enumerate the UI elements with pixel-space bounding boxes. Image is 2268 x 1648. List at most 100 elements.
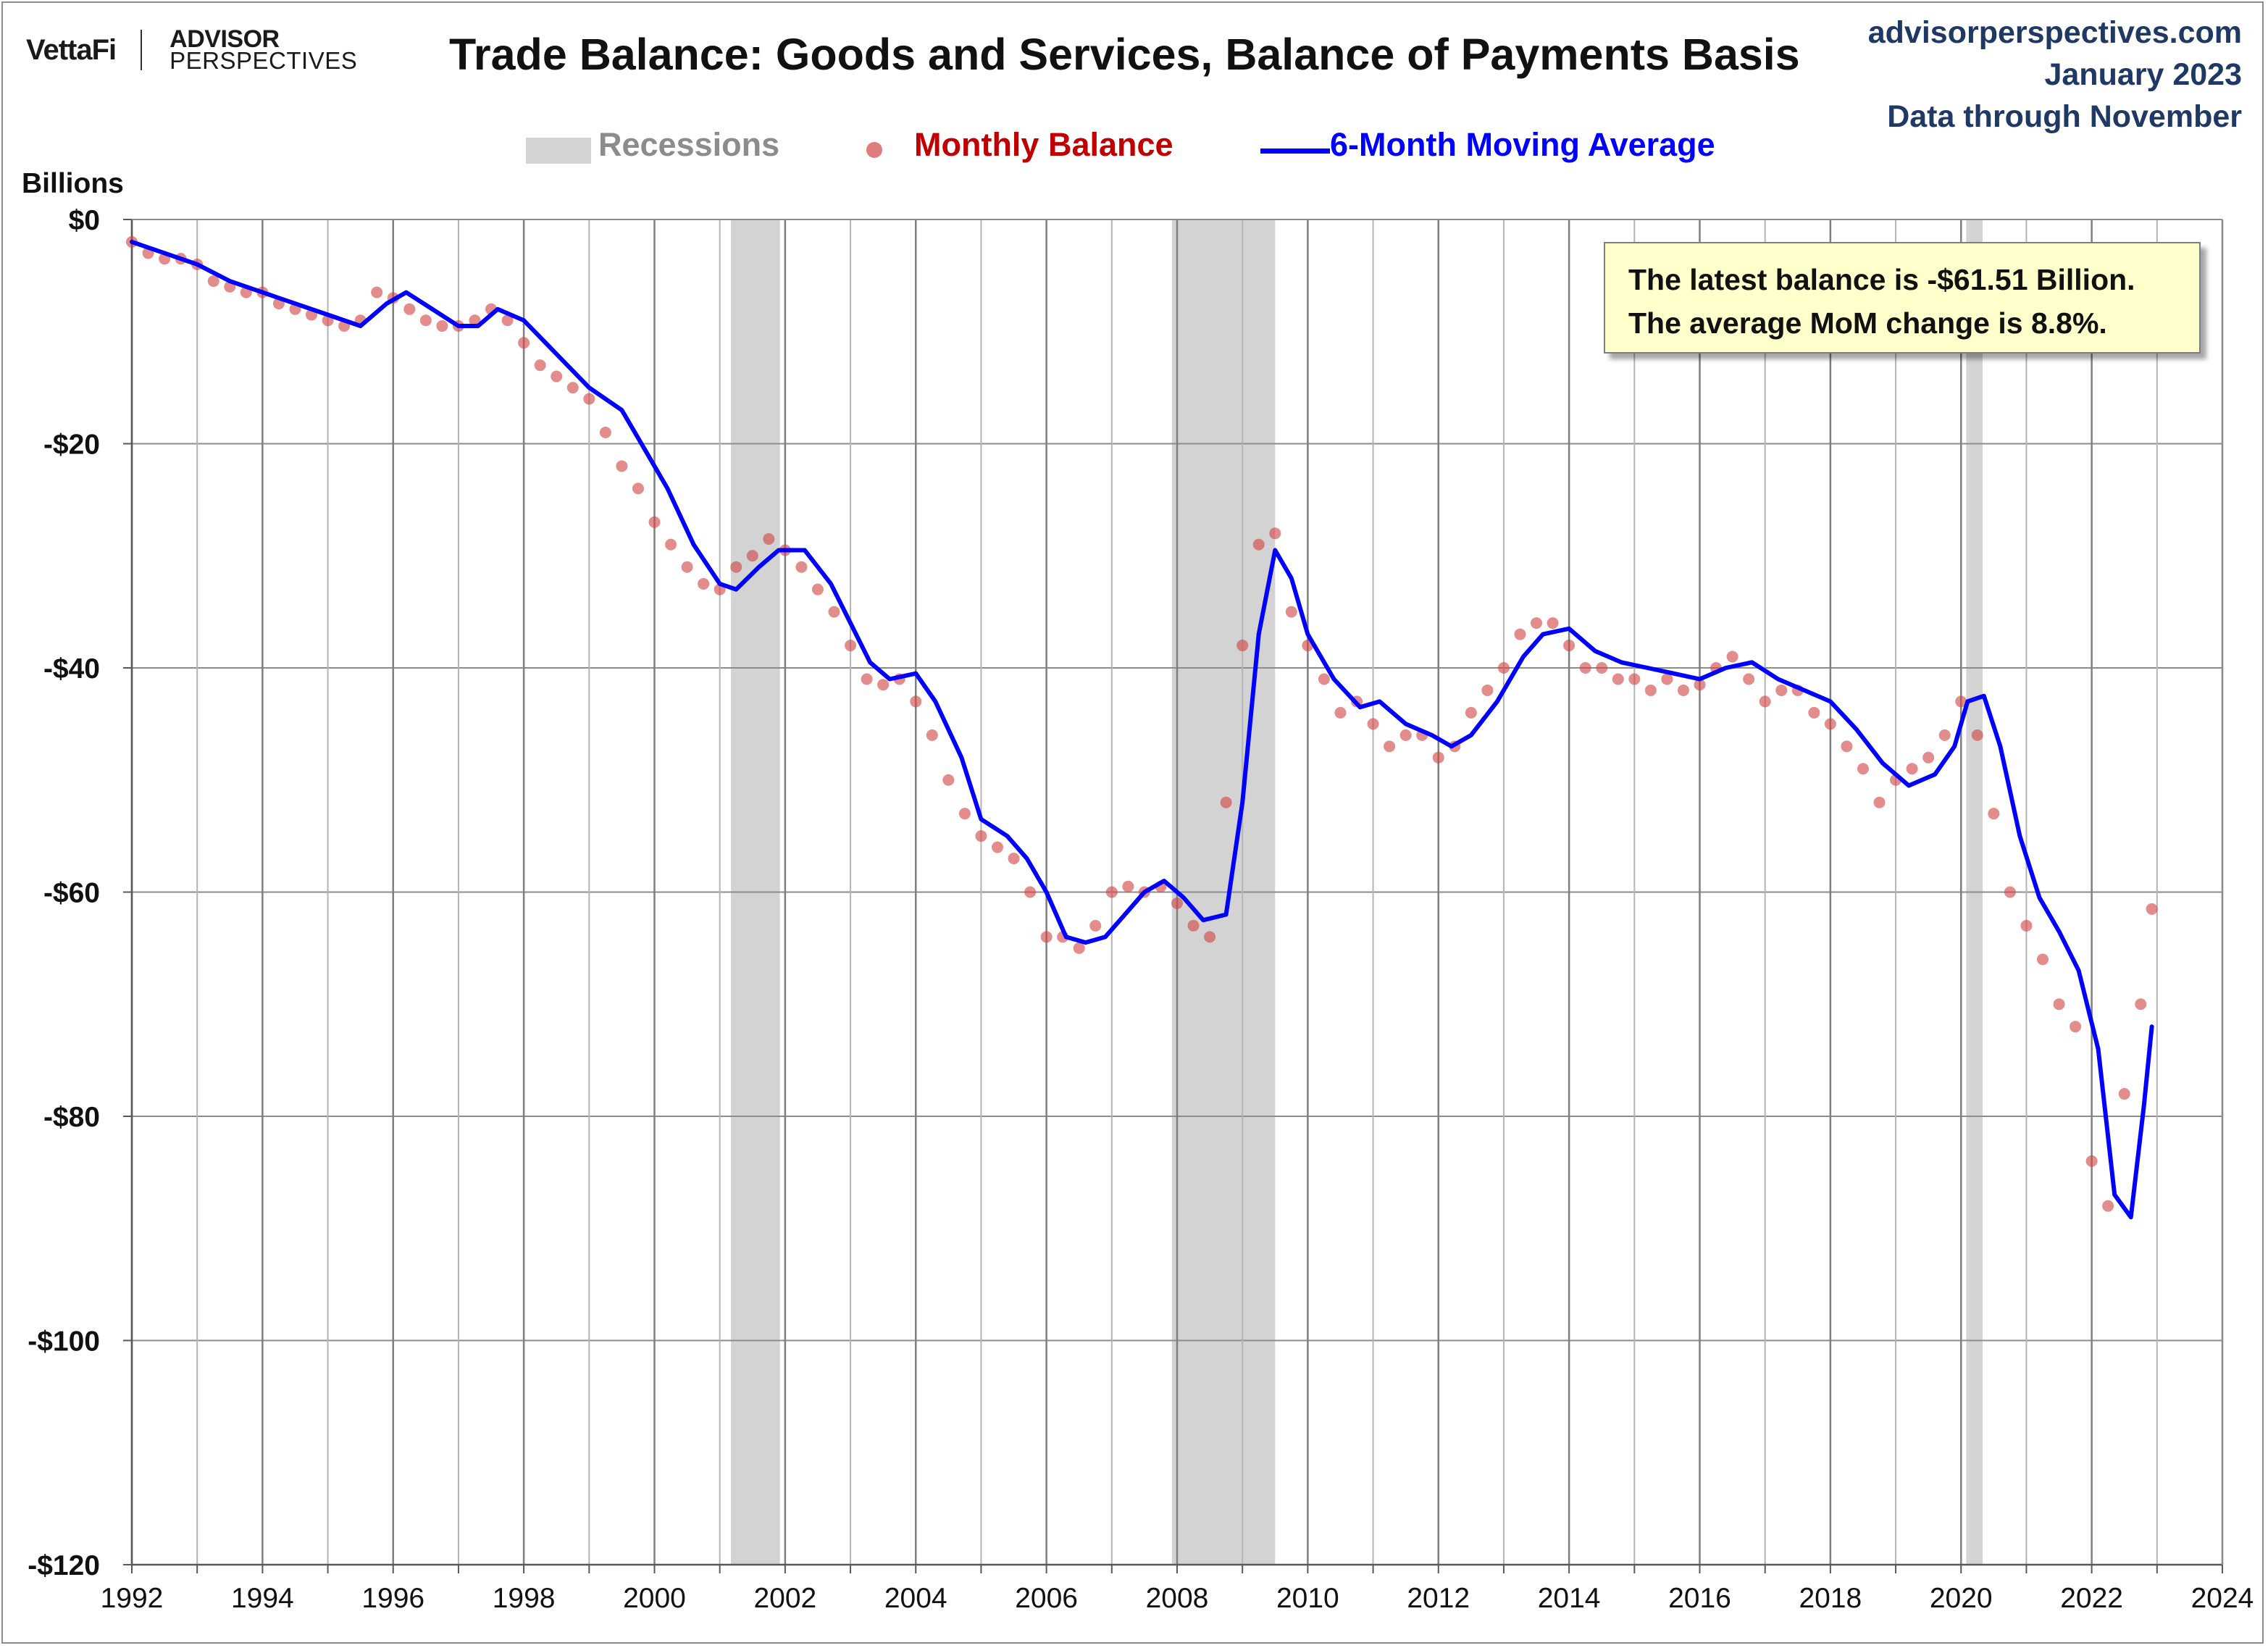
chart-title: Trade Balance: Goods and Services, Balan… xyxy=(449,30,1800,79)
monthly-balance-point-33 xyxy=(665,538,677,551)
monthly-balance-point-90 xyxy=(1596,662,1608,674)
monthly-balance-point-105 xyxy=(1841,740,1853,753)
monthly-balance-point-28 xyxy=(583,393,595,405)
monthly-balance-point-86 xyxy=(1531,617,1543,629)
monthly-balance-point-96 xyxy=(1694,679,1706,691)
monthly-balance-point-100 xyxy=(1759,695,1771,708)
x-tick-label-2000: 2000 xyxy=(623,1583,686,1614)
monthly-balance-point-92 xyxy=(1628,673,1641,685)
monthly-balance-point-104 xyxy=(1824,718,1836,730)
y-tick-label-3: -$60 xyxy=(43,878,100,909)
x-tick-label-1994: 1994 xyxy=(231,1583,294,1614)
monthly-balance-point-94 xyxy=(1661,673,1673,685)
x-tick-label-1992: 1992 xyxy=(101,1583,164,1614)
monthly-balance-point-115 xyxy=(2004,886,2016,898)
monthly-balance-point-116 xyxy=(2020,919,2033,932)
monthly-balance-point-121 xyxy=(2102,1200,2114,1212)
monthly-balance-point-67 xyxy=(1220,796,1232,808)
monthly-balance-point-39 xyxy=(763,533,775,545)
monthly-balance-point-122 xyxy=(2118,1088,2130,1100)
monthly-balance-point-54 xyxy=(1008,853,1020,865)
monthly-balance-point-60 xyxy=(1105,886,1118,898)
monthly-balance-point-71 xyxy=(1285,606,1297,618)
annotation-line-2: The average MoM change is 8.8%. xyxy=(1628,306,2107,340)
annotation-box: The latest balance is -$61.51 Billion. T… xyxy=(1604,242,2201,354)
monthly-balance-point-49 xyxy=(926,729,938,741)
x-tick-label-2004: 2004 xyxy=(884,1583,947,1614)
x-tick-label-2006: 2006 xyxy=(1015,1583,1078,1614)
monthly-balance-point-25 xyxy=(534,359,546,372)
legend-monthly-label: Monthly Balance xyxy=(914,126,1173,163)
monthly-balance-point-27 xyxy=(566,382,579,394)
monthly-balance-point-91 xyxy=(1612,673,1624,685)
monthly-balance-point-61 xyxy=(1122,880,1134,892)
monthly-balance-point-41 xyxy=(795,561,808,573)
monthly-balance-point-88 xyxy=(1563,640,1576,652)
legend-moving-average-line xyxy=(1260,149,1330,154)
monthly-balance-point-30 xyxy=(616,460,628,472)
monthly-balance-point-58 xyxy=(1073,942,1085,954)
monthly-balance-point-118 xyxy=(2053,998,2065,1011)
monthly-balance-point-83 xyxy=(1481,684,1494,696)
monthly-balance-point-46 xyxy=(877,679,890,691)
monthly-balance-point-55 xyxy=(1024,886,1037,898)
monthly-balance-point-95 xyxy=(1677,684,1689,696)
x-tick-label-1998: 1998 xyxy=(493,1583,556,1614)
monthly-balance-point-107 xyxy=(1873,796,1886,808)
logo-vettafi-text: VettaFi xyxy=(26,33,117,66)
x-tick-label-2002: 2002 xyxy=(753,1583,816,1614)
monthly-balance-point-85 xyxy=(1514,628,1526,640)
monthly-balance-point-114 xyxy=(1988,808,2000,820)
y-tick-label-4: -$80 xyxy=(43,1102,100,1133)
monthly-balance-point-59 xyxy=(1089,919,1102,932)
monthly-balance-point-19 xyxy=(436,320,448,332)
chart-legend: Recessions Monthly Balance 6-Month Movin… xyxy=(0,123,2268,174)
monthly-balance-point-64 xyxy=(1171,897,1183,909)
monthly-balance-point-31 xyxy=(632,482,644,495)
monthly-balance-point-106 xyxy=(1857,763,1869,775)
monthly-balance-point-123 xyxy=(2135,998,2147,1011)
monthly-balance-point-43 xyxy=(828,606,840,618)
monthly-balance-point-70 xyxy=(1269,527,1281,540)
monthly-balance-point-42 xyxy=(811,583,824,595)
monthly-balance-point-37 xyxy=(730,561,742,573)
monthly-balance-point-119 xyxy=(2070,1021,2082,1033)
monthly-balance-point-34 xyxy=(681,561,693,573)
monthly-balance-point-56 xyxy=(1040,931,1053,943)
monthly-balance-point-23 xyxy=(501,314,514,327)
monthly-balance-point-98 xyxy=(1726,651,1738,663)
vettafi-logo: VettaFi ADVISOR PERSPECTIVES xyxy=(26,25,357,75)
annotation-line-1: The latest balance is -$61.51 Billion. xyxy=(1628,263,2135,296)
source-note: Data through November xyxy=(1887,99,2242,134)
legend-recessions-label: Recessions xyxy=(598,126,780,163)
x-tick-label-2016: 2016 xyxy=(1668,1583,1731,1614)
monthly-balance-point-50 xyxy=(942,774,955,786)
x-tick-label-2014: 2014 xyxy=(1538,1583,1601,1614)
monthly-balance-point-29 xyxy=(599,427,611,439)
monthly-balance-point-82 xyxy=(1465,706,1477,719)
monthly-balance-point-89 xyxy=(1579,662,1591,674)
monthly-balance-point-110 xyxy=(1922,751,1935,764)
source-block: advisorperspectives.com January 2023 Dat… xyxy=(1868,12,2242,138)
moving-average-line xyxy=(130,239,2154,1220)
monthly-balance-point-21 xyxy=(469,314,481,327)
legend-recession-swatch xyxy=(526,138,591,164)
source-site: advisorperspectives.com xyxy=(1867,15,2242,50)
monthly-balance-point-32 xyxy=(648,516,661,528)
legend-monthly-marker xyxy=(866,142,882,158)
monthly-balance-point-45 xyxy=(861,673,873,685)
monthly-balance-point-73 xyxy=(1318,673,1330,685)
monthly-balance-point-84 xyxy=(1497,662,1510,674)
monthly-balance-point-65 xyxy=(1187,919,1200,932)
monthly-balance-point-117 xyxy=(2036,953,2049,966)
monthly-balance-point-66 xyxy=(1204,931,1216,943)
y-tick-label-1: -$20 xyxy=(43,430,100,461)
y-tick-label-6: -$120 xyxy=(28,1550,100,1581)
x-tick-label-2010: 2010 xyxy=(1276,1583,1339,1614)
x-tick-label-2022: 2022 xyxy=(2060,1583,2123,1614)
monthly-balance-point-74 xyxy=(1334,706,1347,719)
monthly-balance-point-111 xyxy=(1938,729,1951,741)
y-tick-label-0: $0 xyxy=(69,205,100,236)
monthly-balance-point-101 xyxy=(1775,684,1788,696)
monthly-balance-point-48 xyxy=(910,695,922,708)
